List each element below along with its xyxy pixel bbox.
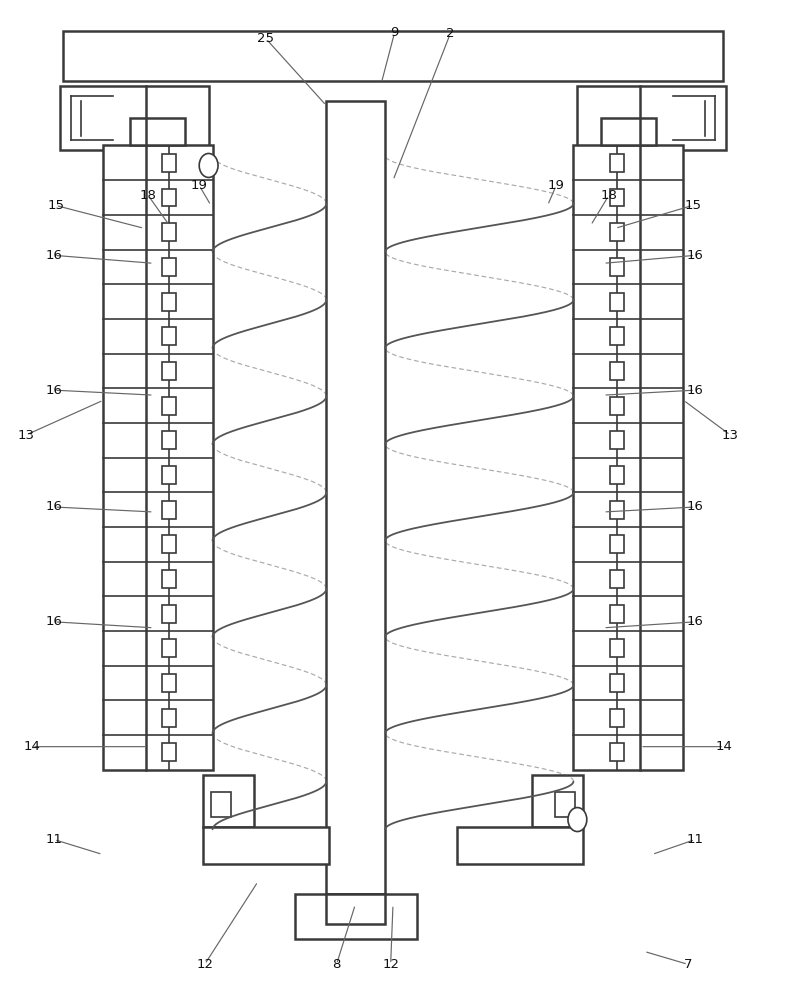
Bar	[326, 101, 385, 894]
Bar	[162, 639, 175, 657]
Bar	[611, 743, 624, 761]
Bar	[611, 605, 624, 623]
Bar	[162, 570, 175, 588]
Text: 15: 15	[47, 199, 64, 212]
Text: 2: 2	[446, 27, 454, 40]
Bar	[211, 792, 230, 817]
Text: 13: 13	[17, 429, 35, 442]
Text: 19: 19	[191, 179, 208, 192]
Bar	[611, 362, 624, 380]
Bar	[611, 327, 624, 345]
Text: 16: 16	[687, 384, 703, 397]
Bar	[611, 639, 624, 657]
Text: 14: 14	[24, 740, 41, 753]
Bar	[162, 431, 175, 449]
Bar	[611, 674, 624, 692]
Bar	[611, 258, 624, 276]
Bar	[611, 293, 624, 311]
Text: 8: 8	[332, 958, 340, 971]
Bar	[611, 223, 624, 241]
Bar	[611, 154, 624, 172]
Bar	[162, 223, 175, 241]
Text: 16: 16	[46, 500, 62, 513]
Text: 15: 15	[685, 199, 701, 212]
Bar	[532, 775, 583, 827]
Bar	[162, 327, 175, 345]
Bar	[611, 570, 624, 588]
Text: 9: 9	[391, 26, 399, 39]
Bar	[556, 792, 575, 817]
Bar	[611, 466, 624, 484]
Bar	[162, 709, 175, 727]
Bar	[611, 709, 624, 727]
Bar	[162, 743, 175, 761]
Bar	[162, 362, 175, 380]
Bar	[457, 827, 583, 864]
Bar	[64, 31, 722, 81]
Bar	[162, 293, 175, 311]
Text: 16: 16	[687, 500, 703, 513]
Text: 16: 16	[46, 615, 62, 628]
Text: 12: 12	[382, 958, 399, 971]
Text: 13: 13	[722, 429, 739, 442]
Bar	[162, 154, 175, 172]
Bar	[601, 118, 656, 145]
Circle shape	[199, 153, 218, 177]
Bar	[611, 397, 624, 415]
Bar	[103, 145, 212, 770]
Bar	[611, 501, 624, 519]
Bar	[162, 466, 175, 484]
Bar	[295, 894, 417, 939]
Bar	[611, 189, 624, 206]
Bar	[203, 827, 329, 864]
Bar	[162, 605, 175, 623]
Bar	[578, 86, 726, 150]
Bar	[60, 86, 208, 150]
Bar	[611, 535, 624, 553]
Bar	[162, 397, 175, 415]
Text: 16: 16	[687, 249, 703, 262]
Text: 12: 12	[196, 958, 213, 971]
Bar	[130, 118, 185, 145]
Text: 19: 19	[548, 179, 564, 192]
Circle shape	[568, 808, 587, 832]
Bar	[203, 775, 254, 827]
Bar	[611, 431, 624, 449]
Text: 18: 18	[601, 189, 617, 202]
Text: 14: 14	[716, 740, 733, 753]
Text: 7: 7	[684, 958, 692, 971]
Text: 18: 18	[140, 189, 156, 202]
Text: 16: 16	[687, 615, 703, 628]
Text: 25: 25	[257, 32, 274, 45]
Text: 11: 11	[687, 833, 703, 846]
Bar	[574, 145, 683, 770]
Bar	[162, 258, 175, 276]
Bar	[162, 501, 175, 519]
Text: 16: 16	[46, 384, 62, 397]
Bar	[162, 189, 175, 206]
Bar	[326, 894, 385, 924]
Bar	[162, 535, 175, 553]
Text: 11: 11	[46, 833, 63, 846]
Text: 16: 16	[46, 249, 62, 262]
Bar	[162, 674, 175, 692]
